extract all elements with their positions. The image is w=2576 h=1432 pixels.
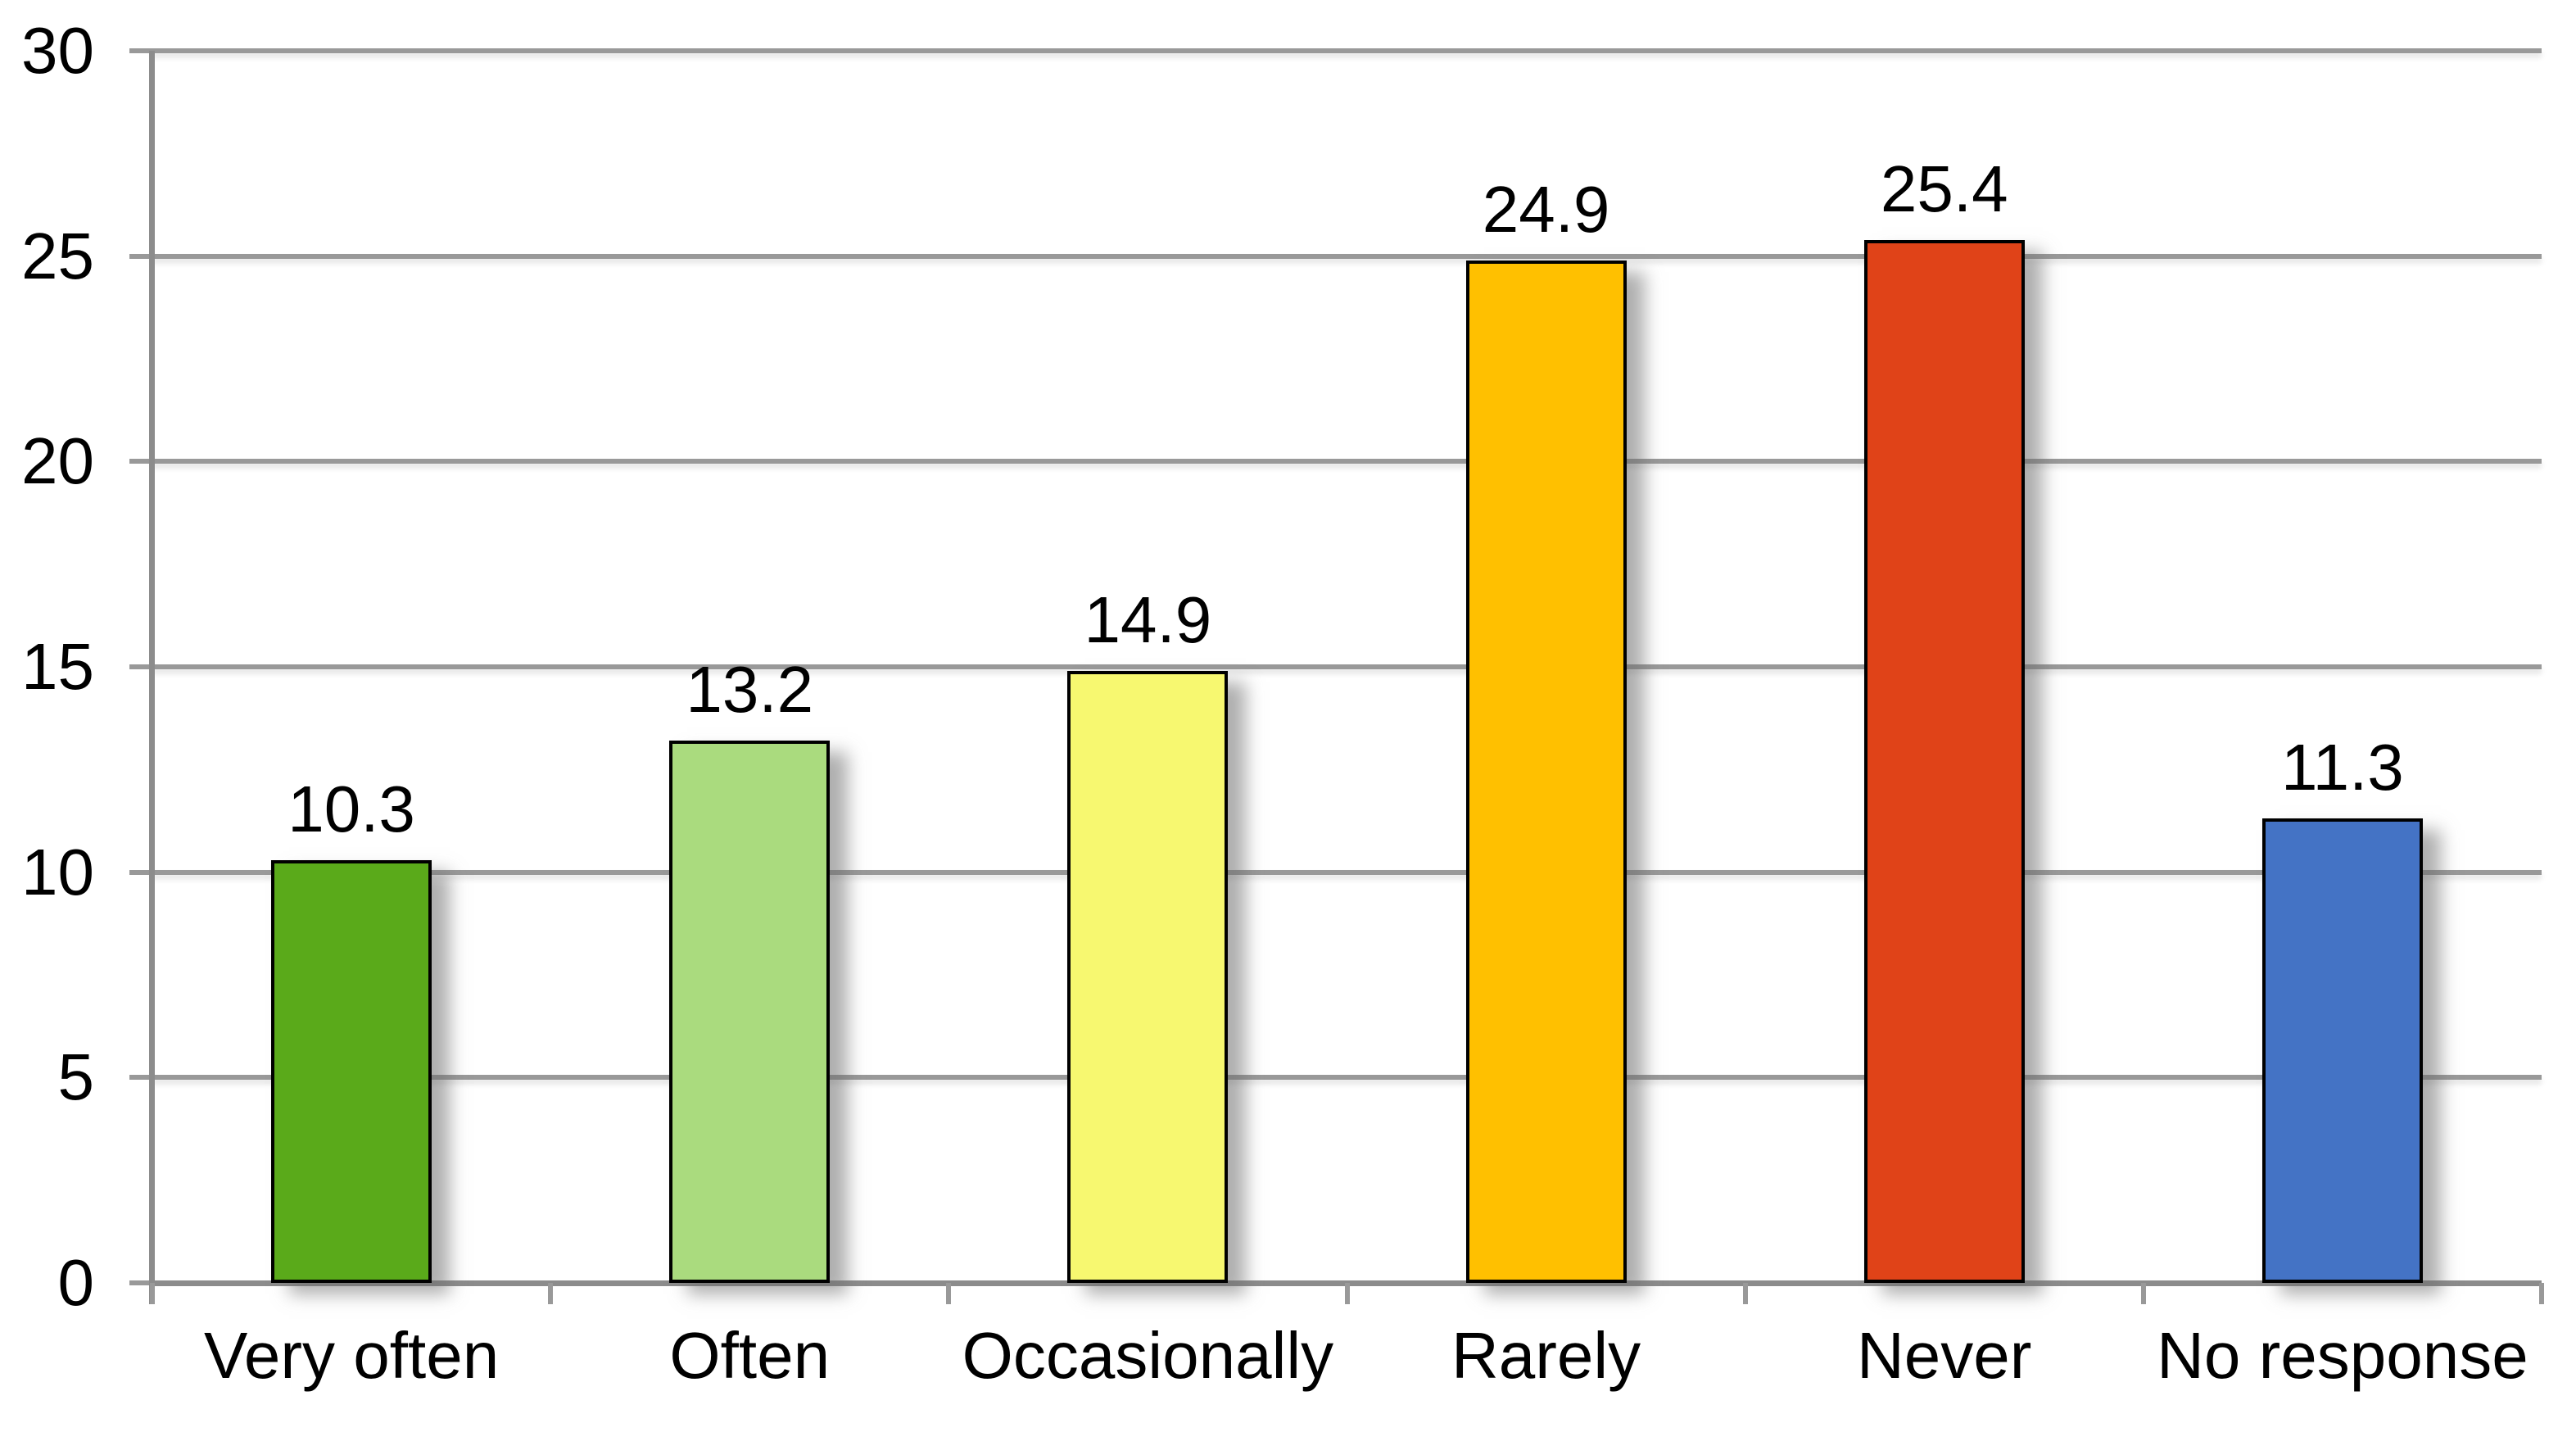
x-axis-tick-3 bbox=[1344, 1283, 1350, 1304]
gridline-25 bbox=[152, 253, 2542, 259]
x-axis-tick-1 bbox=[548, 1283, 554, 1304]
x-axis-tick-5 bbox=[2140, 1283, 2146, 1304]
gridline-30 bbox=[152, 48, 2542, 53]
y-axis-label-15: 15 bbox=[21, 630, 94, 703]
x-axis-tick-6 bbox=[2539, 1283, 2544, 1304]
value-label-very-often: 10.3 bbox=[287, 772, 415, 845]
bar-no-response bbox=[2261, 818, 2423, 1283]
x-axis-tick-4 bbox=[1742, 1283, 1748, 1304]
bar-often bbox=[669, 741, 831, 1283]
category-label-very-often: Very often bbox=[203, 1319, 500, 1392]
category-label-occasionally: Occasionally bbox=[962, 1319, 1334, 1392]
bar-rarely bbox=[1465, 260, 1627, 1283]
category-label-rarely: Rarely bbox=[1451, 1319, 1641, 1392]
y-axis-tick-15 bbox=[129, 664, 152, 669]
value-label-never: 25.4 bbox=[1880, 152, 2008, 225]
y-axis-tick-25 bbox=[129, 253, 152, 259]
value-label-occasionally: 14.9 bbox=[1084, 583, 1212, 656]
category-label-no-response: No response bbox=[2157, 1319, 2528, 1392]
x-axis-tick-0 bbox=[150, 1283, 155, 1304]
category-label-never: Never bbox=[1857, 1319, 2032, 1392]
gridline-10 bbox=[152, 869, 2542, 875]
y-axis-label-0: 0 bbox=[57, 1246, 95, 1319]
value-label-often: 13.2 bbox=[686, 653, 814, 727]
y-axis-line bbox=[149, 51, 155, 1304]
value-label-rarely: 24.9 bbox=[1482, 172, 1610, 246]
y-axis-tick-20 bbox=[129, 459, 152, 464]
y-axis-tick-30 bbox=[129, 48, 152, 53]
y-axis-label-30: 30 bbox=[21, 14, 94, 87]
value-label-no-response: 11.3 bbox=[2281, 731, 2404, 804]
y-axis-tick-5 bbox=[129, 1075, 152, 1081]
gridline-5 bbox=[152, 1075, 2542, 1081]
gridline-20 bbox=[152, 459, 2542, 464]
gridline-15 bbox=[152, 664, 2542, 669]
bar-very-often bbox=[271, 859, 432, 1283]
y-axis-label-10: 10 bbox=[21, 835, 94, 909]
bar-occasionally bbox=[1067, 671, 1229, 1283]
y-axis-label-25: 25 bbox=[21, 219, 94, 292]
y-axis-label-5: 5 bbox=[57, 1040, 95, 1114]
bar-never bbox=[1863, 239, 2025, 1283]
y-axis-tick-10 bbox=[129, 869, 152, 875]
y-axis-tick-0 bbox=[129, 1280, 152, 1285]
x-axis-tick-2 bbox=[946, 1283, 952, 1304]
y-axis-label-20: 20 bbox=[21, 424, 94, 498]
category-label-often: Often bbox=[669, 1319, 831, 1392]
